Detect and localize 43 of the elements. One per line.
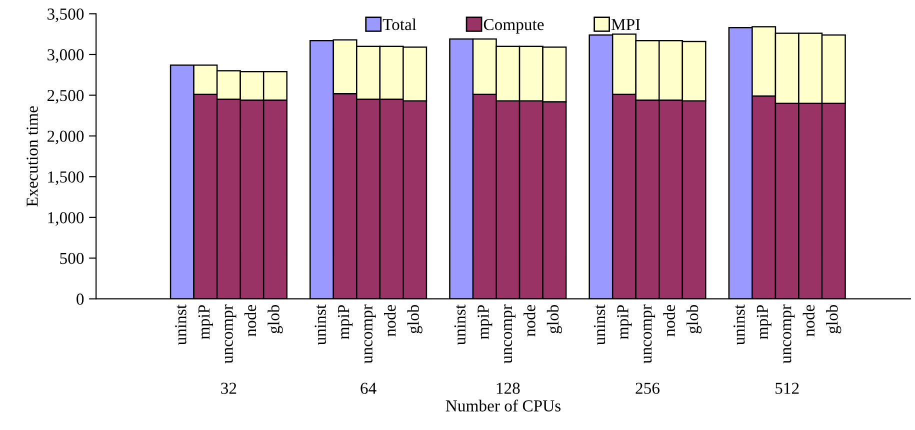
x-tick-label: node — [244, 304, 256, 336]
legend-label: MPI — [611, 19, 640, 30]
y-tick-label: 1,500 — [48, 171, 84, 186]
y-axis-title: Execution time — [26, 106, 38, 207]
x-tick-label: mpiP — [338, 305, 353, 340]
y-tick-label: 2,500 — [48, 90, 84, 104]
x-tick-label: uninst — [734, 304, 745, 345]
x-tick-label: glob — [407, 305, 422, 334]
x-tick-label: mpiP — [198, 305, 213, 340]
text: 256 — [636, 382, 660, 394]
y-tick-label: 0 — [76, 294, 84, 305]
x-tick-label: uncompr — [644, 304, 656, 364]
x-tick-label: uninst — [314, 304, 326, 345]
text: 512 — [776, 382, 799, 394]
x-tick-label: uncompr — [364, 304, 376, 364]
legend-label: Total — [382, 18, 416, 30]
x-tick-label: uncompr — [783, 304, 795, 364]
x-tick-label: node — [384, 304, 396, 336]
x-tick-label: mpiP — [478, 305, 492, 340]
text: 32 — [221, 382, 236, 394]
x-tick-label: uncompr — [504, 304, 516, 364]
x-tick-label: glob — [686, 305, 702, 334]
x-tick-label: uninst — [594, 304, 606, 345]
y-tick-label: 500 — [60, 252, 84, 264]
legend-label: Compute — [484, 18, 544, 34]
x-tick-label: node — [663, 304, 675, 336]
text: 64 — [360, 382, 376, 394]
x-tick-label: glob — [268, 305, 283, 334]
x-tick-label: uncompr — [224, 304, 236, 364]
x-tick-label: uninst — [175, 304, 186, 345]
y-tick-label: 1,000 — [48, 212, 84, 226]
x-tick-label: node — [524, 304, 536, 336]
x-tick-label: node — [802, 304, 815, 336]
x-tick-label: mpiP — [617, 305, 632, 340]
x-tick-label: uninst — [454, 304, 466, 345]
y-tick-label: 2,000 — [48, 130, 84, 144]
x-axis-title: Number of CPUs — [446, 400, 561, 412]
y-tick-label: 3,500 — [48, 8, 84, 22]
x-tick-label: glob — [546, 305, 562, 334]
y-tick-label: 3,000 — [48, 49, 84, 63]
text: 128 — [496, 382, 520, 394]
x-tick-label: mpiP — [756, 305, 772, 340]
x-tick-label: glob — [826, 305, 842, 334]
